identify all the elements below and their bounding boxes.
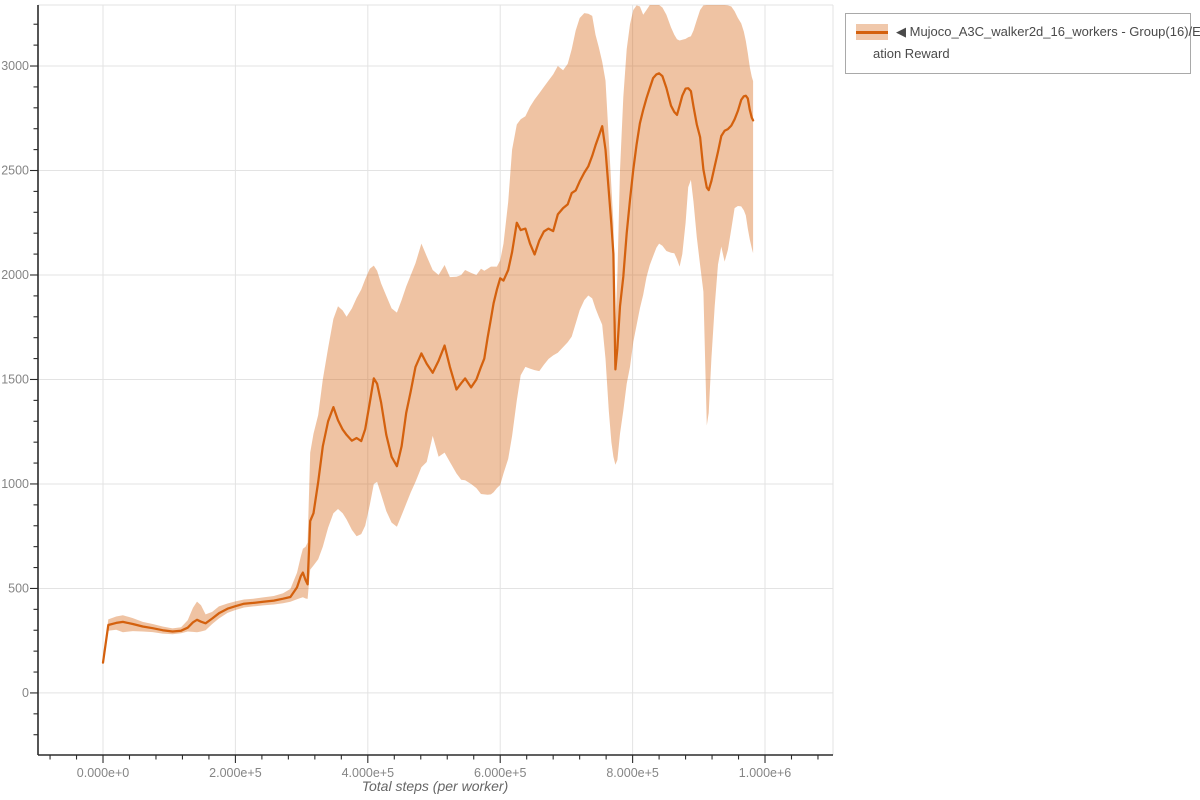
chart-root: 0.000e+0 2.000e+5 4.000e+5 6.000e+5 8.000e+5… — [1, 4, 834, 780]
y-tick-label: 2000 — [1, 268, 29, 282]
x-tick-label: 8.000e+5 — [606, 766, 659, 780]
tick-labels: 0.000e+0 2.000e+5 4.000e+5 6.000e+5 8.000e+5… — [1, 59, 791, 780]
legend-label-line1: ◀ Mujoco_A3C_walker2d_16_workers - Group… — [896, 24, 1200, 39]
x-tick-label: 4.000e+5 — [342, 766, 395, 780]
x-tick-label: 6.000e+5 — [474, 766, 527, 780]
x-tick-label: 2.000e+5 — [209, 766, 262, 780]
y-tick-label: 1500 — [1, 372, 29, 386]
y-tick-label: 500 — [8, 581, 29, 595]
y-tick-label: 3000 — [1, 59, 29, 73]
x-tick-label: 0.000e+0 — [77, 766, 130, 780]
legend-entry[interactable]: ◀ Mujoco_A3C_walker2d_16_workers - Group… — [856, 21, 1200, 43]
gridlines — [38, 4, 834, 755]
x-axis-title: Total steps (per worker) — [362, 778, 509, 794]
x-tick-label: 1.000e+6 — [739, 766, 792, 780]
legend[interactable]: ◀ Mujoco_A3C_walker2d_16_workers - Group… — [845, 13, 1200, 74]
legend-swatch-line — [856, 30, 888, 34]
y-tick-label: 0 — [22, 686, 29, 700]
legend-swatch-band — [856, 24, 888, 40]
y-tick-label: 1000 — [1, 477, 29, 491]
legend-label-line2: ation Reward — [873, 46, 950, 61]
y-tick-label: 2500 — [1, 164, 29, 178]
tick-marks — [30, 23, 819, 763]
series-line — [101, 72, 755, 664]
plot-area[interactable] — [38, 5, 833, 755]
series-band — [103, 5, 754, 664]
